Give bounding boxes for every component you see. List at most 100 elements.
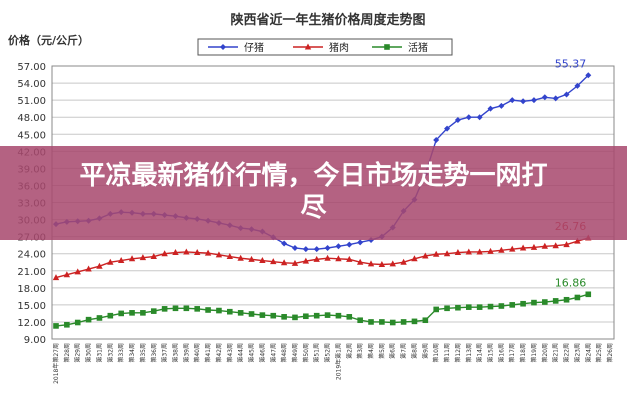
legend-label: 仔猪 bbox=[244, 42, 264, 54]
data-point bbox=[422, 252, 429, 259]
data-point bbox=[204, 249, 212, 256]
data-point bbox=[107, 312, 114, 319]
y-tick-label: 48.00 bbox=[17, 113, 46, 124]
data-point bbox=[74, 268, 81, 275]
data-point bbox=[194, 249, 201, 256]
data-point bbox=[552, 242, 559, 249]
data-point bbox=[303, 313, 309, 320]
data-point bbox=[411, 318, 418, 325]
data-point bbox=[292, 314, 298, 321]
x-tick-label: 第16周 bbox=[497, 343, 505, 363]
data-point bbox=[541, 94, 548, 101]
data-point bbox=[400, 258, 407, 265]
data-point bbox=[432, 250, 440, 257]
data-point bbox=[281, 314, 287, 320]
data-point bbox=[259, 312, 266, 318]
x-tick-label: 第12周 bbox=[454, 343, 462, 363]
series-line bbox=[55, 237, 589, 279]
x-tick-label: 第9周 bbox=[421, 343, 429, 359]
data-point bbox=[291, 245, 298, 251]
x-tick-label: 第3周 bbox=[356, 343, 364, 359]
x-tick-label: 第35周 bbox=[139, 343, 147, 363]
data-point bbox=[520, 300, 526, 307]
data-point bbox=[302, 257, 310, 264]
x-axis-ticks: 2018年第27周 第28周 第29周 第30周 第31周 第32周 第33周 第34周 第35… bbox=[52, 343, 614, 384]
y-tick-label: 15.00 bbox=[17, 301, 46, 312]
x-tick-label: 第33周 bbox=[117, 343, 125, 363]
data-point bbox=[455, 304, 461, 311]
x-tick-label: 第39周 bbox=[182, 343, 190, 363]
data-point bbox=[53, 323, 59, 329]
x-tick-label: 第37周 bbox=[161, 343, 169, 363]
legend: 仔猪 猪肉 活猪 bbox=[197, 38, 453, 56]
data-point bbox=[367, 260, 375, 267]
data-point bbox=[291, 259, 299, 266]
data-point bbox=[259, 257, 266, 264]
y-tick-label: 9.00 bbox=[24, 335, 46, 346]
headline-banner: 平凉最新猪价行情，今日市场走势一网打 尽 bbox=[0, 146, 627, 240]
data-point bbox=[433, 136, 440, 143]
data-point bbox=[357, 239, 364, 246]
data-point bbox=[313, 246, 320, 253]
series-line bbox=[55, 293, 589, 327]
chart-title: 陕西省近一年生猪价格周度走势图 bbox=[230, 12, 425, 28]
x-tick-label: 第19周 bbox=[530, 343, 538, 363]
x-tick-label: 2019年第1周 bbox=[334, 343, 342, 380]
legend-marker bbox=[384, 44, 390, 50]
data-point bbox=[74, 319, 81, 326]
data-point bbox=[444, 125, 451, 132]
data-point bbox=[150, 253, 157, 260]
data-point bbox=[335, 255, 342, 262]
data-point bbox=[563, 91, 570, 98]
data-point bbox=[531, 299, 537, 306]
data-point bbox=[248, 255, 255, 262]
data-point bbox=[52, 274, 60, 281]
data-point bbox=[150, 308, 157, 314]
x-tick-label: 第21周 bbox=[552, 343, 560, 363]
data-point bbox=[552, 298, 559, 304]
x-tick-label: 第20周 bbox=[541, 343, 549, 363]
x-tick-label: 第46周 bbox=[258, 343, 266, 363]
data-point bbox=[117, 257, 125, 264]
x-tick-label: 第44周 bbox=[237, 343, 245, 363]
data-point bbox=[585, 72, 592, 79]
data-point bbox=[313, 255, 320, 262]
data-point bbox=[248, 311, 255, 317]
data-point bbox=[574, 294, 581, 301]
data-point bbox=[389, 319, 396, 326]
data-point bbox=[313, 312, 320, 319]
x-tick-label: 第4周 bbox=[367, 343, 375, 359]
data-point bbox=[270, 258, 277, 265]
data-point bbox=[107, 258, 114, 265]
x-tick-label: 第32周 bbox=[106, 343, 114, 363]
x-tick-label: 第38周 bbox=[171, 343, 179, 363]
end-value-label: 16.86 bbox=[555, 276, 587, 289]
x-tick-label: 第52周 bbox=[324, 343, 332, 363]
data-point bbox=[541, 242, 549, 249]
data-point bbox=[346, 241, 353, 248]
data-point bbox=[465, 114, 472, 121]
x-tick-label: 第48周 bbox=[280, 343, 288, 363]
x-tick-label: 第36周 bbox=[150, 343, 158, 363]
x-tick-label: 第40周 bbox=[193, 343, 201, 363]
data-point bbox=[476, 304, 483, 310]
y-tick-label: 24.00 bbox=[17, 250, 46, 261]
x-tick-label: 第41周 bbox=[204, 343, 212, 363]
y-tick-label: 57.00 bbox=[17, 62, 46, 73]
x-tick-label: 第14周 bbox=[476, 343, 484, 363]
data-point bbox=[433, 306, 439, 313]
data-point bbox=[574, 82, 581, 89]
data-point bbox=[215, 251, 223, 258]
x-tick-label: 第11周 bbox=[443, 343, 451, 363]
data-point bbox=[465, 248, 472, 255]
data-point bbox=[139, 254, 147, 261]
data-point bbox=[140, 310, 146, 316]
data-point bbox=[574, 237, 581, 244]
data-point bbox=[585, 291, 592, 298]
data-point bbox=[194, 306, 201, 312]
y-tick-label: 51.00 bbox=[17, 96, 46, 107]
data-point bbox=[520, 98, 527, 105]
data-point bbox=[128, 255, 136, 262]
data-point bbox=[161, 250, 168, 257]
x-tick-label: 第47周 bbox=[269, 343, 277, 363]
